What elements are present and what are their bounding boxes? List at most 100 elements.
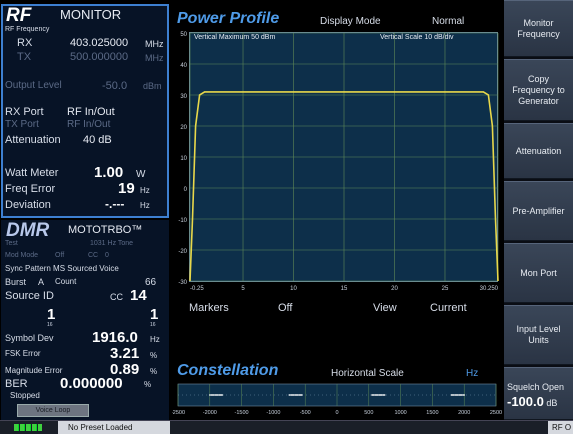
display-mode-label: Display Mode — [320, 16, 381, 27]
horizontal-scale-label: Horizontal Scale — [331, 368, 404, 379]
softkey-menu: Monitor Frequency Copy Frequency to Gene… — [504, 0, 573, 420]
y-tick-label: -20 — [178, 249, 187, 255]
slot-right: 1 — [150, 306, 159, 323]
rf-mode: MONITOR — [60, 7, 122, 22]
view-value[interactable]: Current — [430, 302, 467, 314]
tx-port-value: RF In/Out — [67, 119, 111, 130]
cc2-value: 14 — [130, 287, 147, 304]
y-tick-label: 10 — [180, 156, 187, 162]
fsk-error-label: FSK Error — [5, 349, 41, 358]
copy-frequency-button[interactable]: Copy Frequency to Generator — [504, 59, 573, 121]
ber-unit: % — [144, 380, 152, 389]
output-level-value: -50.0 — [102, 80, 128, 92]
tx-port-label: TX Port — [5, 119, 39, 130]
dmr-brand: MOTOTRBO™ — [68, 224, 143, 236]
voice-loop-button[interactable]: Voice Loop — [17, 404, 89, 417]
x-tick-label: 25 — [442, 286, 449, 292]
output-level-unit: dBm — [143, 81, 162, 91]
count-label: Count — [55, 277, 77, 286]
test-label: Test — [5, 240, 18, 247]
constellation-tick-label: -1000 — [266, 410, 280, 416]
markers-label: Markers — [189, 302, 229, 314]
power-profile-title: Power Profile — [177, 10, 280, 27]
burst-value: A — [38, 277, 45, 287]
test-value: 1031 Hz Tone — [90, 240, 134, 247]
constellation-tick-label: -1500 — [235, 410, 249, 416]
constellation-chart: -2500 -2000 -1500 -1000 -500 0 500 1000 1500 2000… — [172, 383, 502, 416]
x-tick-label: 20 — [391, 286, 398, 292]
rx-frequency[interactable]: 403.025000 — [70, 37, 129, 49]
monitor-frequency-button[interactable]: Monitor Frequency — [504, 0, 573, 57]
constellation-tick-label: 2500 — [490, 410, 502, 416]
rx-port-label: RX Port — [5, 106, 44, 118]
sync-pattern: Sync Pattern MS Sourced Voice — [5, 264, 119, 273]
x-tick-label: 15 — [341, 286, 348, 292]
source-id-label: Source ID — [5, 290, 54, 302]
symbol-dev-value: 1916.0 — [92, 329, 138, 346]
watt-meter-unit: W — [136, 169, 146, 180]
y-tick-label: -30 — [178, 280, 187, 286]
constellation-tick-label: 1500 — [426, 410, 438, 416]
ber-value: 0.000000 — [60, 375, 123, 392]
cc2-label: CC — [110, 292, 123, 302]
attenuation-button[interactable]: Attenuation — [504, 123, 573, 179]
power-trace — [189, 91, 499, 282]
output-level-label: Output Level — [5, 80, 62, 91]
rf-output-status: RF O — [548, 421, 573, 434]
x-tick-label: 30.250 — [480, 286, 499, 292]
x-tick-label: 10 — [290, 286, 297, 292]
y-tick-label: -10 — [178, 218, 187, 224]
markers-value[interactable]: Off — [278, 302, 293, 314]
deviation-label: Deviation — [5, 199, 51, 211]
slot-left-sub: 16 — [47, 322, 53, 328]
watt-meter-label: Watt Meter — [5, 167, 59, 179]
constellation-tick-label: 500 — [364, 410, 373, 416]
vertical-maximum: Vertical Maximum 50 dBm — [194, 34, 276, 41]
view-label: View — [373, 302, 397, 314]
rf-frequency-label: RF Frequency — [5, 26, 50, 33]
count-value: 66 — [145, 277, 157, 288]
y-tick-label: 0 — [184, 187, 188, 193]
y-tick-label: 30 — [180, 94, 187, 100]
rf-panel — [1, 4, 169, 218]
symbol-dev-label: Symbol Dev — [5, 333, 54, 343]
magnitude-error-unit: % — [150, 367, 158, 376]
slot-left: 1 — [47, 306, 56, 323]
slot-right-sub: 16 — [150, 322, 156, 328]
squelch-readout: -100.0 dB — [507, 394, 558, 409]
y-tick-label: 40 — [180, 63, 187, 69]
x-tick-label: 5 — [241, 286, 245, 292]
ber-label: BER — [5, 378, 28, 390]
x-tick-label: -0.25 — [190, 286, 204, 292]
fsk-error-unit: % — [150, 351, 158, 360]
watt-meter-value: 1.00 — [94, 164, 124, 181]
y-tick-label: 50 — [180, 32, 187, 38]
constellation-title: Constellation — [177, 362, 279, 379]
fsk-error-value: 3.21 — [110, 345, 140, 362]
constellation-tick-label: 0 — [335, 410, 338, 416]
magnitude-error-label: Magnitude Error — [5, 366, 63, 375]
freq-error-label: Freq Error — [5, 183, 56, 195]
deviation-value: -.--- — [105, 197, 125, 211]
squelch-open-label: Squelch Open — [507, 382, 565, 392]
stopped-status: Stopped — [10, 391, 40, 400]
horizontal-scale-unit[interactable]: Hz — [466, 368, 479, 379]
squelch-value: -100.0 — [507, 394, 544, 409]
rx-unit: MHz — [145, 39, 164, 49]
rx-port-value[interactable]: RF In/Out — [67, 106, 115, 118]
squelch-open-button[interactable]: Squelch Open -100.0 dB — [504, 367, 573, 420]
rf-title: RF — [6, 5, 32, 26]
squelch-unit: dB — [546, 398, 558, 408]
vertical-scale: Vertical Scale 10 dB/div — [380, 34, 454, 41]
display-mode-value[interactable]: Normal — [432, 16, 465, 27]
input-level-units-button[interactable]: Input Level Units — [504, 305, 573, 365]
attenuation-value[interactable]: 40 dB — [83, 134, 112, 146]
pre-amplifier-button[interactable]: Pre-Amplifier — [504, 181, 573, 241]
status-bar: No Preset Loaded RF O — [0, 420, 573, 434]
mon-port-button[interactable]: Mon Port — [504, 243, 573, 303]
constellation-tick-label: -2000 — [203, 410, 217, 416]
dmr-title: DMR — [6, 220, 50, 241]
deviation-unit: Hz — [140, 201, 150, 210]
rx-label: RX — [17, 37, 33, 49]
attenuation-label: Attenuation — [5, 134, 61, 146]
